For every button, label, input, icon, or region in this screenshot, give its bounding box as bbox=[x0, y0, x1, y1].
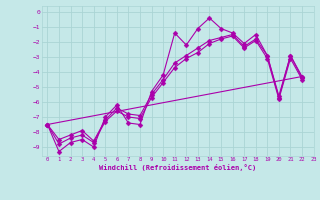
X-axis label: Windchill (Refroidissement éolien,°C): Windchill (Refroidissement éolien,°C) bbox=[99, 164, 256, 171]
